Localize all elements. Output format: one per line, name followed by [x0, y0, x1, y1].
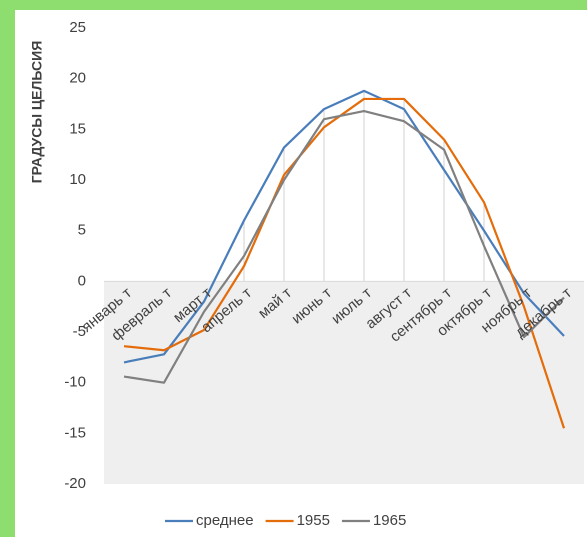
- y-tick-label: 25: [69, 19, 86, 36]
- y-tick-label: 10: [69, 171, 86, 188]
- legend-label: 1955: [297, 512, 330, 529]
- negative-area: [104, 281, 584, 484]
- y-axis-title: ГРАДУСЫ ЦЕЛЬСИЯ: [29, 41, 45, 184]
- series-line: [123, 97, 566, 429]
- y-tick-label: -15: [64, 424, 86, 441]
- y-tick-label: 20: [69, 70, 86, 87]
- series-line: [123, 89, 565, 364]
- legend-label: 1965: [373, 512, 406, 529]
- series-line: [123, 109, 565, 384]
- y-tick-label: -10: [64, 374, 86, 391]
- legend-label: среднее: [196, 512, 254, 529]
- y-tick-label: -20: [64, 475, 86, 492]
- y-tick-label: 0: [78, 272, 86, 289]
- y-tick-label: 15: [69, 120, 86, 137]
- y-tick-label: 5: [78, 222, 86, 239]
- y-tick-label: -5: [73, 323, 86, 340]
